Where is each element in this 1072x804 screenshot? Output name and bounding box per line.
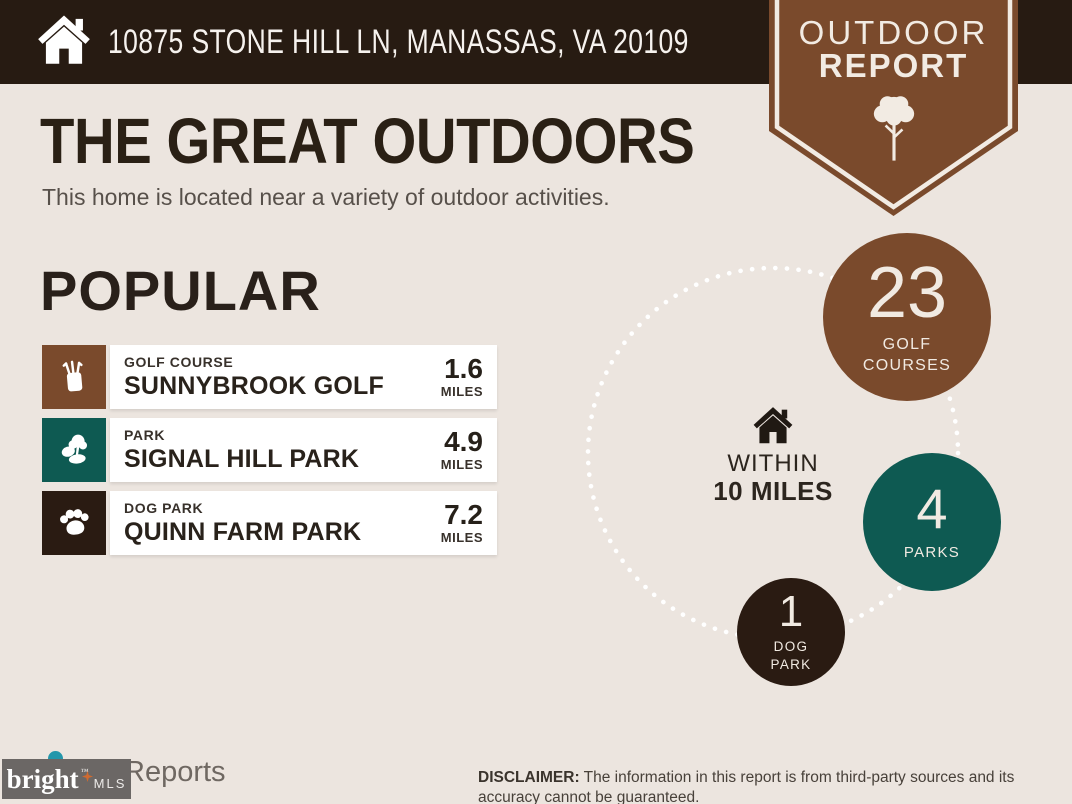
poi-category: DOG PARK xyxy=(124,499,204,516)
poi-distance-unit: MILES xyxy=(440,530,483,545)
popular-list: GOLF COURSE SUNNYBROOK GOLF 1.6 MILES xyxy=(42,345,497,564)
stat-circle-parks: 4 PARKS xyxy=(863,453,1001,591)
bright-mls-logo: bright ™ MLS xyxy=(2,759,131,799)
stat-circle-golf-courses: 23 GOLF COURSES xyxy=(823,233,991,401)
mls-label: MLS xyxy=(93,776,127,791)
sparkle-icon xyxy=(81,760,93,787)
poi-distance-unit: MILES xyxy=(440,457,483,472)
paw-icon xyxy=(42,491,106,555)
stat-label: PARKS xyxy=(903,544,961,562)
poi-name: QUINN FARM PARK xyxy=(124,517,362,546)
badge-title-line1: OUTDOOR xyxy=(798,14,989,51)
poi-name: SIGNAL HILL PARK xyxy=(124,444,360,473)
poi-card: GOLF COURSE SUNNYBROOK GOLF 1.6 MILES xyxy=(110,345,497,409)
poi-distance-value: 1.6 xyxy=(444,353,483,384)
house-icon xyxy=(36,11,92,74)
reports-logo-text: Reports xyxy=(124,756,226,788)
home-icon xyxy=(752,406,794,450)
list-item-dog-park: DOG PARK QUINN FARM PARK 7.2 MILES xyxy=(42,491,497,555)
park-tree-icon xyxy=(42,418,106,482)
poi-distance-value: 4.9 xyxy=(444,426,483,457)
poi-category: PARK xyxy=(124,426,166,443)
tree-icon xyxy=(769,94,1018,175)
poi-name: SUNNYBROOK GOLF xyxy=(124,371,384,400)
radius-center-label: WITHIN 10 MILES xyxy=(713,450,833,507)
outdoor-report-badge: OUTDOOR REPORT xyxy=(769,0,1018,216)
stat-value: 1 xyxy=(778,587,804,637)
list-item-golf-course: GOLF COURSE SUNNYBROOK GOLF 1.6 MILES xyxy=(42,345,497,409)
badge-title-line2: REPORT xyxy=(818,47,969,84)
stat-value: 4 xyxy=(916,477,948,541)
list-item-park: PARK SIGNAL HILL PARK 4.9 MILES xyxy=(42,418,497,482)
poi-card: DOG PARK QUINN FARM PARK 7.2 MILES xyxy=(110,491,497,555)
poi-distance-unit: MILES xyxy=(440,384,483,399)
poi-distance-value: 7.2 xyxy=(444,499,483,530)
stat-value: 23 xyxy=(866,253,948,334)
poi-card: PARK SIGNAL HILL PARK 4.9 MILES xyxy=(110,418,497,482)
page-title: THE GREAT OUTDOORS xyxy=(40,105,695,177)
stat-label: GOLF COURSES xyxy=(862,336,952,374)
golf-bag-icon xyxy=(42,345,106,409)
disclaimer-text: DISCLAIMER: The information in this repo… xyxy=(478,768,1015,804)
poi-category: GOLF COURSE xyxy=(124,353,234,370)
bright-wordmark: bright ™ xyxy=(7,765,93,793)
property-address: 10875 STONE HILL LN, MANASSAS, VA 20109 xyxy=(108,22,689,61)
popular-heading: POPULAR xyxy=(40,259,321,322)
stat-circle-dog-park: 1 DOG PARK xyxy=(737,578,845,686)
stat-label: DOG PARK xyxy=(770,639,812,672)
page-subtitle: This home is located near a variety of o… xyxy=(42,184,610,210)
